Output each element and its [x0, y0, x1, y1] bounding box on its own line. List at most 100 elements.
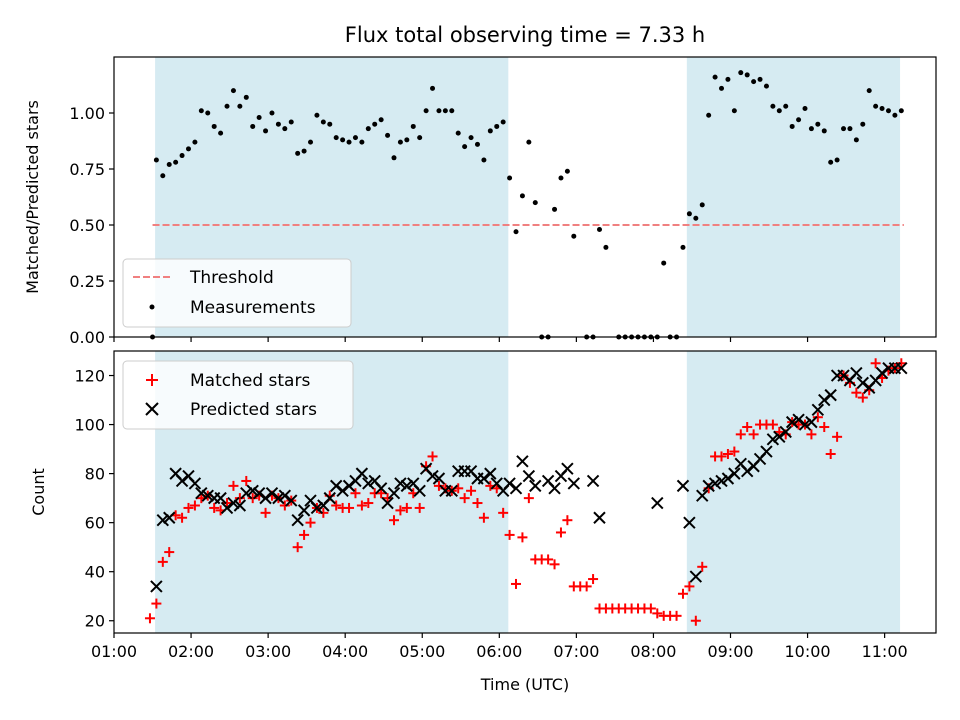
matched-star-point	[652, 608, 663, 619]
matched-star-point	[228, 480, 239, 491]
predicted-star-point	[163, 511, 176, 524]
predicted-star-point	[779, 425, 792, 439]
measurement-point	[211, 123, 217, 129]
bottom-legend: Matched stars Predicted stars	[122, 360, 354, 430]
predicted-star-point	[785, 415, 799, 429]
matched-star-point	[555, 527, 566, 538]
legend-matched-swatch	[146, 374, 158, 386]
predicted-star-point	[285, 494, 298, 507]
matched-star-point	[344, 502, 355, 513]
predicted-star-point	[175, 474, 189, 488]
matched-star-point	[716, 451, 727, 462]
bot-y-tick-label: 120	[74, 367, 105, 386]
measurement-point	[712, 74, 718, 80]
measurement-point	[494, 123, 500, 129]
predicted-star-point	[715, 474, 728, 488]
predicted-star-point	[856, 376, 869, 390]
matched-star-point	[748, 429, 759, 440]
measurement-point	[230, 88, 236, 94]
measurement-point	[828, 159, 834, 165]
matched-star-point	[774, 426, 785, 437]
matched-star-point	[395, 505, 406, 516]
matched-star-point	[222, 498, 233, 509]
measurement-point	[410, 123, 416, 129]
matched-star-point	[427, 451, 438, 462]
predicted-star-point	[240, 487, 253, 500]
measurement-point	[346, 139, 352, 145]
measurement-point	[205, 110, 211, 116]
matched-star-point	[164, 547, 175, 558]
measurement-point	[404, 137, 410, 143]
matched-star-point	[260, 507, 271, 518]
predicted-star-point	[586, 474, 600, 488]
predicted-star-point	[875, 366, 889, 380]
predicted-star-point	[291, 513, 304, 527]
predicted-star-point	[227, 496, 240, 510]
predicted-star-point	[272, 491, 285, 505]
predicted-star-point	[529, 479, 542, 493]
top-legend: Threshold Measurements	[122, 258, 352, 328]
matched-star-point	[677, 588, 688, 599]
measurement-point	[224, 103, 230, 109]
predicted-star-point	[336, 484, 349, 497]
measurement-point	[282, 126, 288, 132]
measurement-point	[173, 159, 179, 165]
predicted-star-point	[651, 496, 664, 510]
top-y-tick-label: 0.50	[69, 216, 105, 235]
top-y-tick-label: 0.75	[69, 160, 105, 179]
measurement-point	[179, 153, 185, 159]
measurement-point	[507, 175, 513, 181]
matched-star-point	[388, 515, 399, 526]
matched-star-point	[472, 498, 483, 509]
predicted-star-point	[696, 489, 709, 502]
predicted-star-point	[850, 366, 863, 380]
bot-y-tick-label: 60	[85, 514, 105, 533]
matched-star-point	[504, 529, 515, 540]
predicted-star-point	[689, 570, 703, 583]
predicted-star-point	[188, 477, 202, 490]
legend-matched-label: Matched stars	[190, 371, 310, 391]
measurement-point	[468, 135, 474, 141]
measurement-point	[834, 157, 840, 163]
measurement-point	[519, 193, 525, 199]
matched-star-point	[209, 502, 220, 513]
measurement-point	[365, 126, 371, 132]
matched-star-point	[376, 488, 387, 499]
matched-star-point	[241, 475, 252, 486]
predicted-star-point	[522, 469, 536, 483]
predicted-star-point	[567, 477, 581, 490]
measurement-point	[686, 211, 692, 217]
x-tick-label: 01:00	[91, 642, 137, 661]
measurement-point	[526, 139, 532, 145]
predicted-star-point	[805, 415, 818, 429]
predicted-star-point	[413, 484, 426, 497]
measurement-point	[847, 126, 853, 132]
bot-shaded-interval-1	[686, 351, 901, 633]
matched-star-point	[851, 387, 862, 398]
top-y-tick-label: 0.25	[69, 272, 105, 291]
measurement-point	[892, 112, 898, 118]
measurement-point	[352, 135, 358, 141]
measurement-point	[327, 121, 333, 127]
measurement-point	[680, 244, 686, 250]
matched-star-point	[523, 493, 534, 504]
measurement-point	[853, 137, 859, 143]
measurement-point	[256, 114, 262, 120]
predicted-star-point	[728, 467, 741, 480]
x-tick-label: 09:00	[707, 642, 753, 661]
measurement-point	[802, 106, 808, 112]
predicted-star-point	[445, 484, 458, 497]
bottom-panel: 20 40 60 80 100 120 01:00 02:00 03:00 04:00 05:00…	[29, 350, 937, 694]
predicted-star-point	[246, 484, 259, 497]
measurement-point	[385, 132, 391, 138]
measurement-point	[770, 103, 776, 109]
predicted-star-point	[310, 501, 324, 515]
measurement-point	[821, 128, 827, 134]
predicted-star-point	[323, 491, 336, 505]
matched-star-point	[511, 578, 522, 589]
measurement-point	[243, 94, 249, 100]
measurement-point	[796, 117, 802, 123]
predicted-star-point	[400, 479, 414, 493]
measurement-point	[263, 128, 269, 134]
measurement-point	[423, 108, 429, 114]
